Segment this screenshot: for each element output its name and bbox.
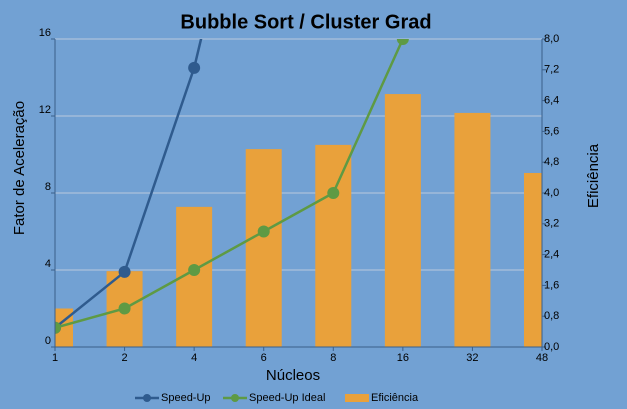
y-tick-label: 4 (45, 258, 51, 270)
x-tick-label: 2 (122, 352, 128, 364)
x-axis-label: Núcleos (266, 367, 320, 384)
marker (396, 39, 409, 45)
x-tick-label: 8 (330, 352, 336, 364)
line (55, 39, 203, 329)
y2-tick-label: 1,6 (544, 279, 559, 291)
y2-tick-label: 0,8 (544, 310, 559, 322)
bar (245, 149, 282, 347)
marker (188, 264, 201, 276)
y2-tick-label: 4,8 (544, 156, 559, 168)
y2-tick-label: 4,0 (544, 187, 559, 199)
x-tick-label: 16 (397, 352, 409, 364)
x-tick-label: 4 (191, 352, 197, 364)
y2-axis-label: Eficiência (585, 143, 602, 208)
x-tick-label: 32 (466, 352, 478, 364)
bar (315, 144, 352, 347)
x-tick-label: 1 (52, 352, 58, 364)
y2-tick-label: 2,4 (544, 249, 559, 261)
legend-marker (231, 394, 239, 402)
x-tick-label: 48 (536, 352, 548, 364)
chart-title: Bubble Sort / Cluster Grad (180, 11, 431, 33)
y2-tick-label: 5,6 (544, 125, 559, 137)
legend-marker (143, 394, 151, 402)
y2-tick-label: 6,4 (544, 95, 559, 107)
y-tick-label: 0 (45, 335, 51, 347)
legend-label: Speed-Up Ideal (249, 392, 325, 404)
y2-tick-label: 0,0 (544, 341, 559, 353)
y-tick-label: 16 (39, 27, 51, 39)
y-tick-label: 12 (39, 104, 51, 116)
y2-tick-label: 8,0 (544, 33, 559, 45)
y-axis-label: Fator de Aceleração (11, 101, 28, 235)
lines (55, 39, 409, 334)
line (55, 39, 404, 329)
y-tick-label: 8 (45, 181, 51, 193)
legend-label: Speed-Up (161, 392, 211, 404)
bars (55, 94, 542, 347)
legend-label: Eficiência (371, 392, 419, 404)
marker (118, 265, 131, 278)
bar (384, 94, 421, 347)
legend: Speed-Up Speed-Up Ideal Eficiência (135, 392, 419, 404)
bar (454, 112, 491, 347)
y2-tick-label: 3,2 (544, 218, 559, 230)
marker (118, 302, 131, 315)
marker (55, 321, 61, 334)
axes: 04812160,00,81,62,43,24,04,85,66,47,28,0… (39, 27, 560, 364)
marker (257, 225, 270, 238)
y2-tick-label: 7,2 (544, 64, 559, 76)
legend-swatch (345, 394, 369, 402)
bar (524, 172, 542, 347)
marker (327, 187, 340, 199)
x-tick-label: 6 (261, 352, 267, 364)
marker (188, 61, 201, 74)
